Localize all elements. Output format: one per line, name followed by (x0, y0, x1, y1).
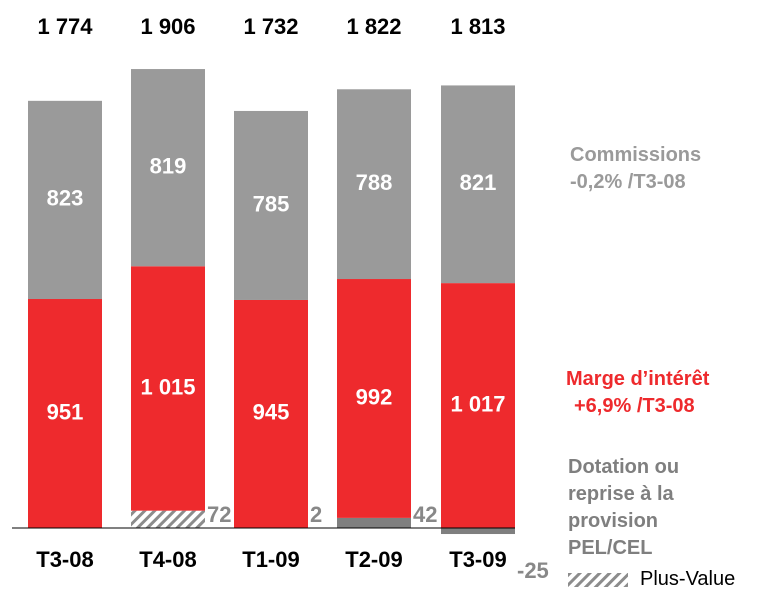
value-label: 72 (207, 502, 231, 527)
value-label: 788 (356, 170, 393, 195)
bar-segment (337, 279, 411, 518)
total-label: 1 732 (243, 14, 298, 39)
value-label: -25 (517, 558, 549, 583)
bar-segment (234, 299, 308, 528)
bar-segment (234, 110, 308, 300)
bar-segment (131, 510, 205, 529)
value-label: 992 (356, 384, 393, 409)
legend-commissions: Commissions -0,2% /T3-08 (570, 142, 701, 196)
legend-plus-value: Plus-Value (568, 568, 735, 591)
bar-segment (441, 283, 515, 529)
legend-marge: Marge d’intérêt +6,9% /T3-08 (566, 366, 709, 420)
legend-note: -0,2% /T3-08 (570, 171, 686, 193)
total-label: 1 813 (450, 14, 505, 39)
legend-label: Commissions (570, 144, 702, 166)
bar-segment (28, 100, 102, 300)
legend-provision: Dotation ou reprise à la provision PEL/C… (568, 456, 680, 559)
bar-segment (337, 89, 411, 280)
bar-segment (131, 266, 205, 511)
total-label: 1 906 (140, 14, 195, 39)
x-tick-label: T2-09 (345, 547, 402, 572)
value-label: 1 015 (140, 374, 195, 399)
total-label: 1 822 (346, 14, 401, 39)
x-tick-label: T4-08 (139, 547, 196, 572)
bar-segment (28, 299, 102, 529)
bar-segment (441, 528, 515, 535)
value-label: 823 (47, 186, 84, 211)
value-label: 821 (460, 170, 497, 195)
value-label: 785 (253, 191, 290, 216)
x-tick-label: T3-09 (449, 547, 506, 572)
legend-label: Marge d’intérêt (566, 368, 710, 390)
value-label: 819 (150, 153, 187, 178)
bar-segment (441, 85, 515, 284)
value-label: 945 (253, 400, 290, 425)
legend-note: +6,9% /T3-08 (574, 395, 695, 417)
legend-label: Plus-Value (640, 568, 736, 590)
legend-swatch (568, 572, 628, 587)
value-label: 1 017 (450, 391, 505, 416)
total-label: 1 774 (37, 14, 93, 39)
x-tick-label: T3-08 (36, 547, 93, 572)
bar-segment (131, 69, 205, 267)
value-label: 2 (310, 502, 322, 527)
bar-segment (337, 517, 411, 529)
value-label: 951 (47, 399, 84, 424)
value-label: 42 (413, 502, 437, 527)
x-tick-label: T1-09 (242, 547, 299, 572)
